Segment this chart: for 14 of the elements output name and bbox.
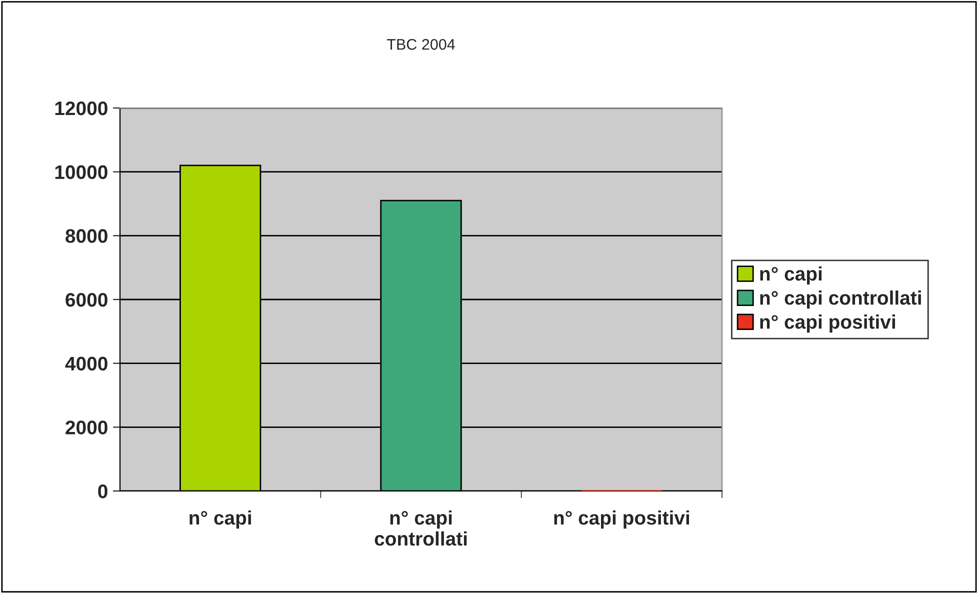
y-tick-label: 8000 bbox=[66, 229, 108, 243]
legend-label: n° capi positivi bbox=[760, 314, 895, 333]
x-tick-label: n° capi controllati bbox=[374, 510, 467, 546]
x-tick-label: n° capi positivi bbox=[554, 510, 690, 529]
y-tick-label: 0 bbox=[98, 484, 108, 498]
x-tick-label: n° capi bbox=[190, 510, 251, 529]
y-tick-label: 12000 bbox=[55, 101, 108, 116]
legend-label: n° capi bbox=[760, 266, 822, 285]
y-tick-label: 10000 bbox=[55, 165, 108, 180]
chart-title: TBC 2004 bbox=[386, 39, 455, 50]
y-tick-label: 6000 bbox=[66, 292, 108, 307]
legend-label: n° capi controllati bbox=[760, 290, 921, 309]
y-tick-label: 4000 bbox=[65, 356, 108, 371]
y-tick-label: 2000 bbox=[66, 420, 108, 434]
